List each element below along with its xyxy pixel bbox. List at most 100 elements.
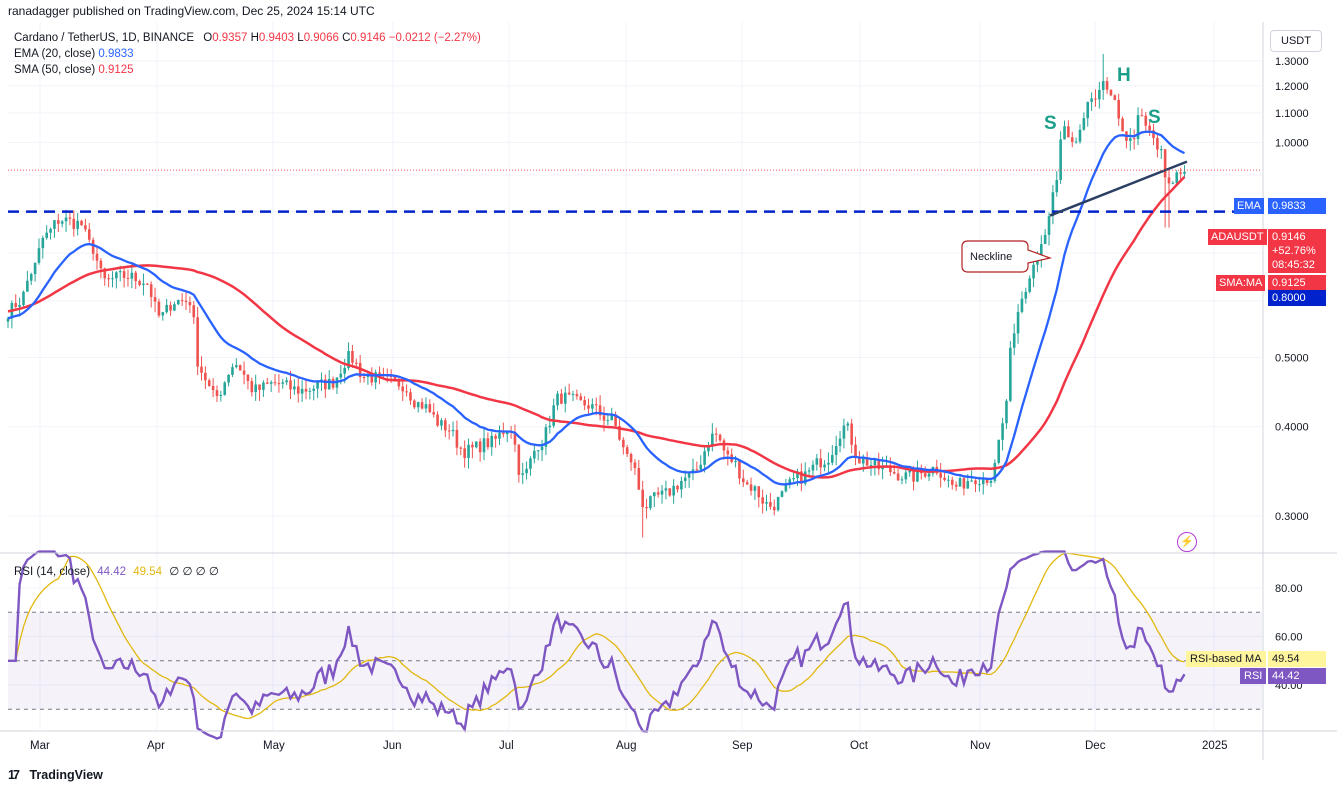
candle-body [533, 450, 536, 459]
candle-body [285, 380, 288, 383]
candle-body [153, 297, 157, 302]
candle-body [989, 480, 993, 483]
candle-body [540, 446, 544, 451]
candle-body [18, 305, 21, 307]
candle-body [552, 405, 555, 426]
candle-body [149, 284, 153, 298]
publish-info: ranadagger published on TradingView.com,… [8, 4, 375, 18]
candle-body [575, 394, 579, 397]
candle-body [327, 378, 331, 390]
currency-button[interactable]: USDT [1270, 30, 1322, 52]
candle-body [223, 382, 227, 395]
candle-body [1016, 311, 1020, 334]
candle-body [908, 470, 912, 473]
candle-body [343, 367, 346, 374]
candle-body [610, 414, 614, 421]
candle-body [742, 478, 745, 483]
candle-body [262, 382, 265, 390]
candle-body [745, 482, 749, 485]
candle-body [722, 440, 726, 451]
candle-body [45, 232, 48, 238]
candle-body [1028, 278, 1031, 292]
candle-body [474, 441, 478, 448]
candle-body [703, 451, 706, 465]
candle-body [1105, 81, 1109, 90]
candle-body [854, 444, 857, 458]
candle-body [1059, 139, 1062, 180]
candle-body [850, 423, 853, 445]
ema-legend[interactable]: EMA (20, close) 0.9833 [14, 48, 134, 60]
candle-body [76, 220, 79, 229]
lightning-icon[interactable]: ⚡ [1177, 532, 1197, 552]
time-axis-label: 2025 [1202, 740, 1228, 752]
candle-body [1156, 138, 1159, 150]
rsi-ma-legend-value: 49.54 [133, 566, 163, 578]
candle-body [765, 502, 768, 504]
candle-body [165, 304, 168, 313]
candle-body [308, 390, 312, 392]
time-axis-label: May [263, 740, 285, 752]
candle-body [235, 365, 238, 368]
candle-body [780, 491, 784, 497]
candle-body [207, 380, 211, 386]
candle-body [196, 317, 199, 367]
candle-body [815, 458, 819, 465]
candle-body [1117, 99, 1120, 119]
candle-body [347, 351, 350, 368]
candle-body [1167, 177, 1171, 184]
candle-body [242, 370, 246, 375]
candle-body [115, 272, 118, 279]
candle-body [1086, 101, 1090, 119]
candle-body [432, 412, 435, 415]
candle-body [269, 382, 273, 384]
candle-body [204, 372, 207, 381]
candle-body [277, 383, 281, 385]
candle-body [594, 404, 598, 406]
candle-body [838, 438, 842, 447]
time-axis-label: Apr [147, 740, 165, 752]
candle-body [641, 489, 644, 508]
candle-body [68, 217, 72, 219]
candle-body [1070, 137, 1074, 142]
candle-body [563, 392, 567, 404]
candle-body [60, 221, 64, 224]
candle-body [72, 218, 76, 229]
shoulder-left-label: S [1044, 113, 1057, 134]
candle-body [49, 228, 52, 233]
candle-body [1144, 115, 1148, 126]
candle-body [33, 262, 37, 275]
price-tag-value: 0.9146 [1272, 231, 1306, 243]
candle-body [447, 430, 451, 432]
candle-body [444, 420, 447, 431]
ema-tag-value: 0.9833 [1268, 198, 1326, 214]
candle-body [652, 492, 656, 497]
candle-body [618, 425, 621, 440]
candle-body [807, 470, 811, 472]
neckline-callout: Neckline [961, 240, 1053, 273]
candle-body [1067, 126, 1070, 138]
candle-body [1090, 98, 1093, 102]
candle-body [107, 278, 110, 280]
rsi-line [8, 550, 1186, 740]
time-axis-label: Mar [30, 740, 50, 752]
candle-body [513, 432, 517, 445]
sma-legend[interactable]: SMA (50, close) 0.9125 [14, 64, 134, 76]
price-axis-label: 0.5000 [1275, 352, 1309, 364]
candle-body [796, 471, 799, 478]
candle-body [134, 272, 138, 282]
candle-body [355, 362, 358, 364]
candle-body [622, 439, 625, 448]
candle-body [950, 479, 954, 485]
rsi-legend[interactable]: RSI (14, close) 44.42 49.54 ∅ ∅ ∅ ∅ [14, 564, 219, 578]
candle-body [111, 278, 114, 280]
candle-body [1159, 149, 1163, 151]
candle-body [258, 384, 261, 390]
time-axis-label: Jul [499, 740, 514, 752]
candle-body [455, 429, 459, 448]
candle-body [99, 260, 103, 269]
candle-body [1024, 291, 1028, 299]
candle-body [1152, 130, 1155, 139]
candle-body [1012, 333, 1016, 348]
candle-body [316, 381, 319, 389]
